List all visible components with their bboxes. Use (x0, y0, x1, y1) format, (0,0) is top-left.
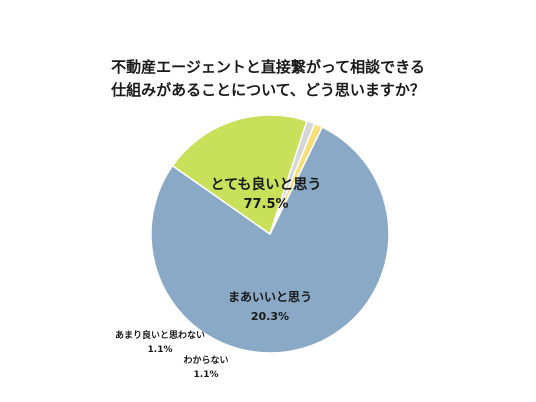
slice-value-somewhat-good: 20.3% (251, 310, 289, 323)
slice-label-somewhat-good: まあいいと思う (228, 290, 312, 304)
pie-slice-somewhat-good (171, 114, 308, 235)
chart-title: 不動産エージェントと直接繋がって相談できる 仕組みがあることについて、どう思いま… (110, 58, 425, 99)
slice-value-very-good: 77.5% (243, 197, 288, 212)
pie-slice-not-good (269, 122, 323, 235)
chart-title-line-1: 不動産エージェントと直接繋がって相談できる (111, 58, 425, 76)
pie-slices (150, 114, 390, 354)
slice-label-very-good: とても良いと思う (211, 176, 322, 193)
slice-label-not-good: あまり良いと思わない (115, 329, 205, 341)
slice-value-dont-know: 1.1% (194, 370, 219, 380)
slice-value-not-good: 1.1% (148, 345, 173, 355)
pie-slice-very-good (150, 126, 390, 354)
slice-label-dont-know: わからない (183, 355, 228, 366)
chart-title-line-2: 仕組みがあることについて、どう思いますか？ (110, 81, 425, 99)
